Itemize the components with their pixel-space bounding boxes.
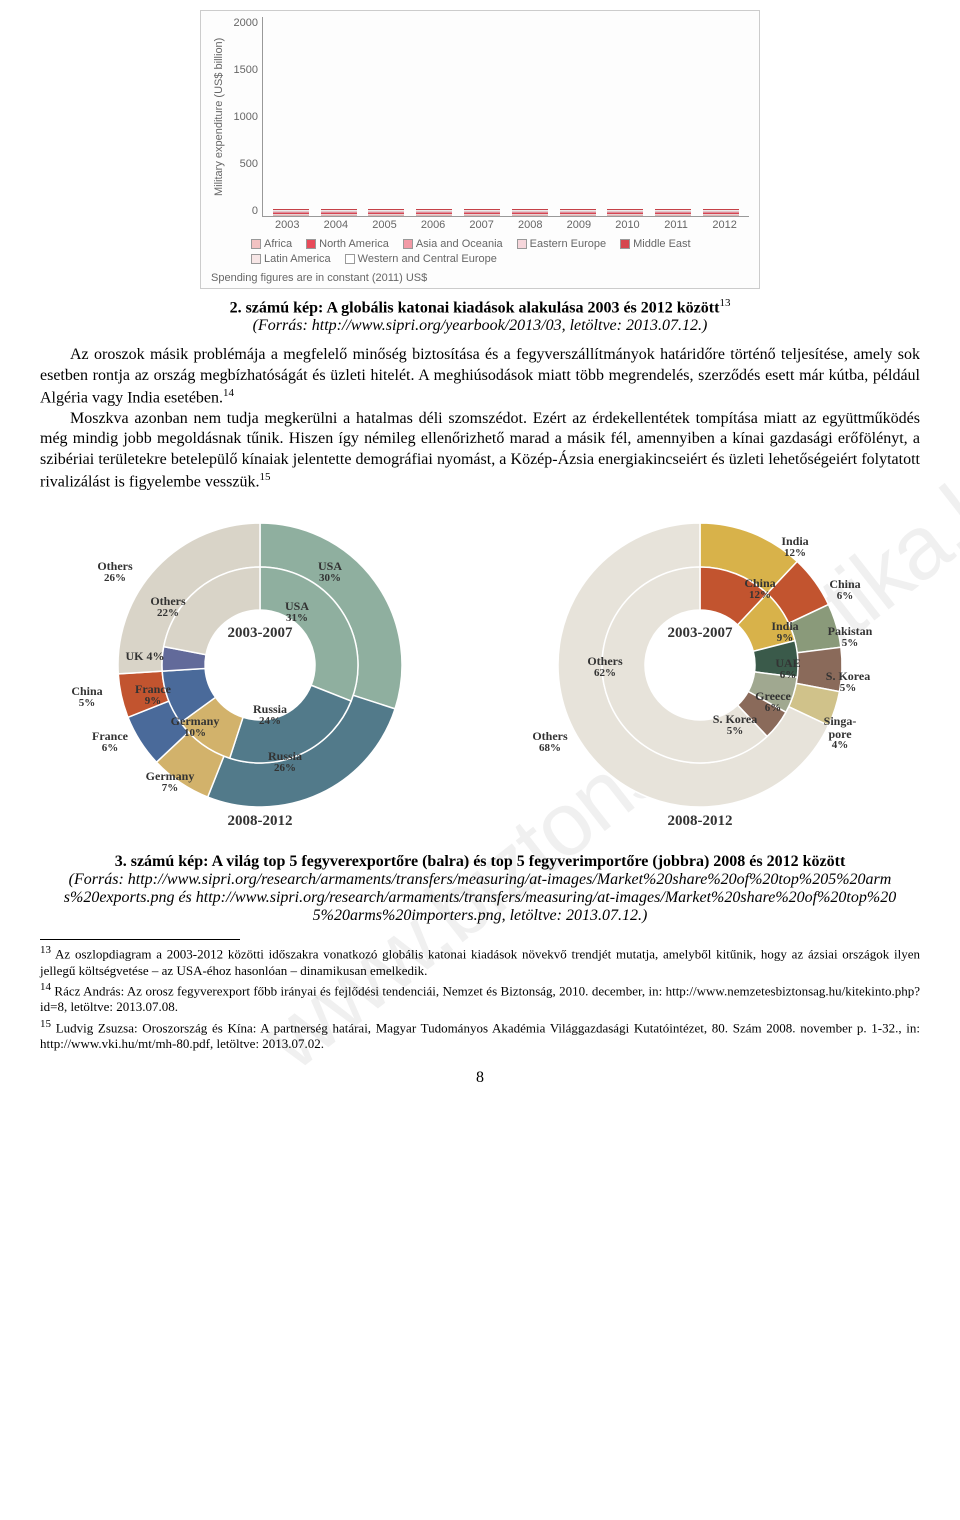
footnotes: 13 Az oszlopdiagram a 2003-2012 közötti … [40,944,920,1052]
barchart: Military expenditure (US$ billion) 05001… [200,10,760,289]
y-axis-label: Military expenditure (US$ billion) [211,17,227,217]
footnote-rule [40,939,240,940]
figure-caption-1: 2. számú kép: A globális katonai kiadáso… [100,297,860,335]
importers-donut: India12%China6%Pakistan5%S. Korea5%Singa… [490,513,910,843]
donut-charts: USA30%Russia26%Germany7%France6%China5%O… [40,513,920,843]
exporters-donut: USA30%Russia26%Germany7%France6%China5%O… [50,513,470,843]
body-paragraphs: Az oroszok másik problémája a megfelelő … [40,345,920,493]
chart-footnote: Spending figures are in constant (2011) … [211,272,749,284]
figure-caption-2: 3. számú kép: A világ top 5 fegyverexpor… [60,853,900,925]
page-number: 8 [40,1069,920,1087]
